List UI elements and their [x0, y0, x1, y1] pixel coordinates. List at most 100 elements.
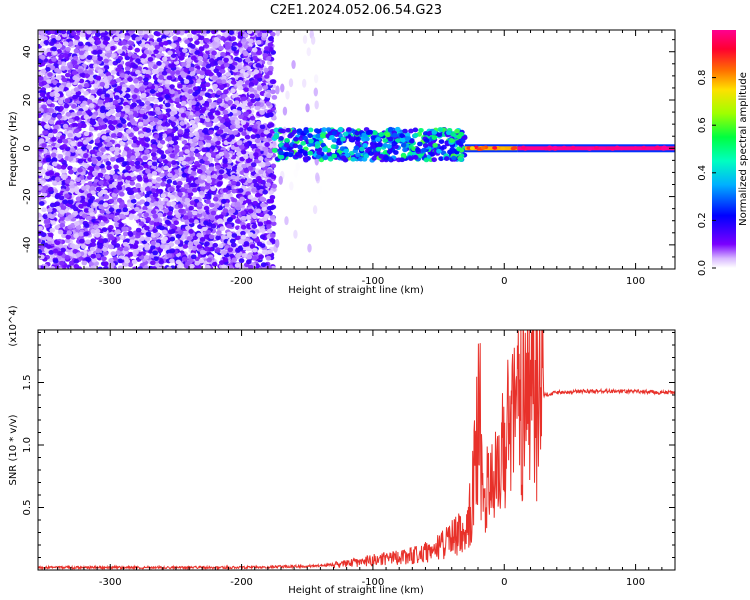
- heatmap-cell: [243, 72, 249, 78]
- heatmap-cell: [158, 259, 165, 265]
- heatmap-cell: [142, 30, 149, 36]
- heatmap-cell: [71, 70, 78, 76]
- heatmap-cell: [98, 196, 105, 201]
- heatmap-cell: [109, 80, 116, 85]
- heatmap-cell: [181, 160, 187, 166]
- heatmap-cell: [38, 171, 44, 176]
- heatmap-cell: [145, 69, 151, 75]
- heatmap-cell: [111, 240, 117, 246]
- heatmap-cell: [133, 88, 140, 94]
- heatmap-cell: [57, 153, 64, 159]
- heatmap-cell: [271, 94, 278, 100]
- heatmap-cell: [189, 176, 195, 181]
- heatmap-cell: [174, 148, 180, 153]
- heatmap-cell: [160, 181, 166, 187]
- heatmap-cell: [74, 115, 80, 121]
- heatmap-cell: [247, 194, 254, 200]
- heatmap-cell: [131, 259, 138, 265]
- heatmap-cell: [86, 144, 92, 150]
- heatmap-cell: [73, 87, 80, 92]
- heatmap-cell: [222, 193, 229, 199]
- heatmap-cell: [60, 205, 67, 210]
- heatmap-cell: [229, 124, 236, 130]
- heatmap-cell: [46, 78, 53, 84]
- heatmap-cell: [104, 174, 111, 180]
- heatmap-cell: [177, 203, 184, 209]
- heatmap-cell: [150, 209, 157, 215]
- heatmap-cell: [161, 229, 168, 235]
- heatmap-cell: [84, 266, 90, 269]
- heatmap-cell: [67, 251, 74, 257]
- heatmap-cell: [124, 66, 131, 71]
- heatmap-cell: [162, 125, 169, 131]
- heatmap-cell: [60, 168, 67, 174]
- heatmap-cell: [92, 171, 99, 177]
- heatmap-cell: [270, 163, 277, 169]
- heatmap-cell: [230, 79, 237, 85]
- heatmap-cell: [97, 88, 103, 94]
- heatmap-cell: [81, 162, 88, 168]
- heatmap-cell: [202, 53, 209, 59]
- heatmap-cell: [147, 96, 154, 102]
- heatmap-cell: [59, 134, 66, 140]
- heatmap-cell: [63, 41, 69, 47]
- heatmap-cell: [269, 238, 276, 244]
- heatmap-cell: [119, 72, 126, 78]
- heatmap-cell: [113, 95, 120, 100]
- heatmap-cell: [255, 101, 261, 107]
- heatmap-cell: [102, 238, 109, 243]
- heatmap-cell: [270, 31, 276, 37]
- heatmap-cell: [56, 164, 63, 170]
- heatmap-cell: [226, 137, 233, 143]
- heatmap-cell: [142, 205, 149, 211]
- heatmap-cell: [235, 205, 242, 211]
- heatmap-cell: [205, 142, 212, 148]
- heatmap-cell: [51, 161, 58, 167]
- heatmap-cell: [75, 177, 81, 183]
- heatmap-cell: [198, 258, 205, 264]
- heatmap-cell: [186, 33, 193, 39]
- heatmap-cell: [135, 36, 141, 42]
- heatmap-cell: [68, 118, 74, 124]
- heatmap-cell: [151, 69, 158, 74]
- heatmap-cell: [199, 186, 206, 192]
- heatmap-cell: [182, 48, 188, 53]
- heatmap-cell: [129, 84, 135, 90]
- heatmap-cell: [164, 122, 171, 127]
- heatmap-cell: [72, 94, 78, 100]
- heatmap-cell: [177, 180, 183, 186]
- heatmap-cell: [246, 30, 253, 35]
- heatmap-cell: [212, 242, 219, 248]
- heatmap-cell: [164, 94, 170, 99]
- heatmap-cell: [151, 161, 158, 167]
- heatmap-cell: [138, 146, 144, 152]
- heatmap-cell: [156, 61, 162, 66]
- heatmap-cell: [178, 108, 185, 113]
- heatmap-cell: [125, 165, 131, 171]
- heatmap-cell: [97, 191, 104, 197]
- heatmap-cell: [113, 216, 119, 222]
- heatmap-cell: [204, 246, 210, 252]
- heatmap-cell: [138, 133, 145, 139]
- heatmap-cell: [216, 230, 222, 236]
- heatmap-cell: [49, 227, 55, 233]
- heatmap-cell: [270, 89, 276, 95]
- heatmap-cell: [155, 53, 162, 59]
- heatmap-cell: [187, 241, 194, 247]
- heatmap-cell: [38, 103, 41, 109]
- heatmap-cell: [205, 195, 212, 201]
- heatmap-cell: [188, 205, 194, 211]
- heatmap-cell: [64, 72, 71, 78]
- heatmap-cell: [212, 136, 218, 142]
- heatmap-cell: [215, 235, 221, 241]
- heatmap-cell: [168, 242, 175, 247]
- heatmap-cell: [143, 34, 149, 39]
- heatmap-cell: [106, 165, 112, 171]
- heatmap-cell: [159, 139, 166, 145]
- heatmap-cell: [87, 165, 94, 171]
- heatmap-cell: [126, 40, 133, 46]
- heatmap-cell: [219, 68, 226, 74]
- heatmap-cell: [155, 31, 161, 37]
- heatmap-cell: [96, 151, 103, 157]
